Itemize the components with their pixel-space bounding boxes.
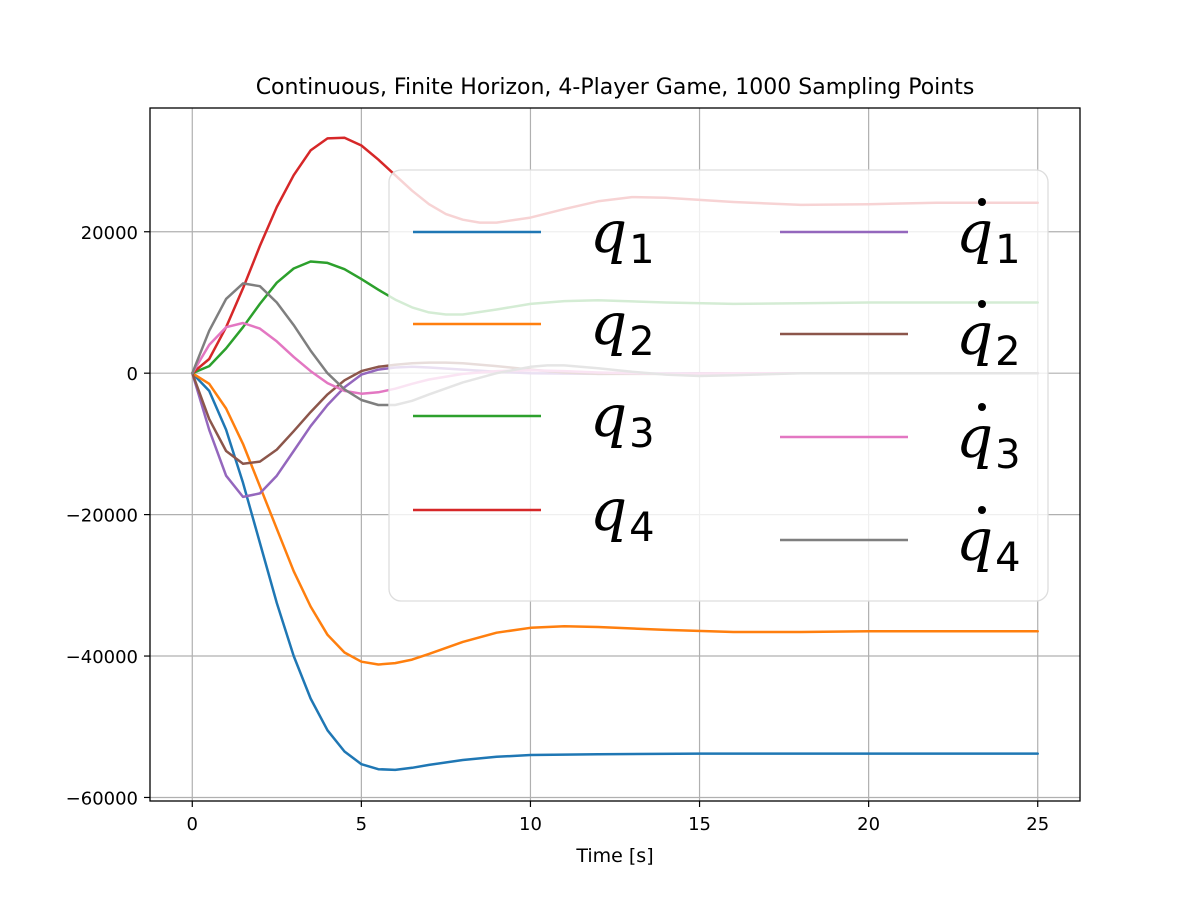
legend-label-subscript: 3 xyxy=(629,411,654,457)
legend-label-base: q xyxy=(590,198,627,266)
series-line-1 xyxy=(191,371,1039,772)
legend-label-3: q3 xyxy=(590,382,655,457)
legend-box xyxy=(388,169,1049,602)
legend-label-subscript: 4 xyxy=(629,505,654,551)
legend-label-5: q1 xyxy=(956,198,1021,273)
x-tick-label: 20 xyxy=(857,814,880,835)
legend-label-base: q xyxy=(956,300,993,368)
legend-label-1: q1 xyxy=(590,198,655,273)
legend-label-subscript: 4 xyxy=(995,535,1020,581)
x-tick-label: 5 xyxy=(356,814,367,835)
legend-label-2: q2 xyxy=(590,290,655,365)
legend-label-subscript: 3 xyxy=(995,432,1020,478)
legend-label-7: q3 xyxy=(956,403,1021,478)
legend-label-8: q4 xyxy=(956,506,1021,581)
y-tick-label: 0 xyxy=(127,364,138,385)
y-tick-label: −40000 xyxy=(66,647,138,668)
plot-frame xyxy=(149,107,1081,802)
legend-derivative-dot xyxy=(978,198,986,206)
legend-label-base: q xyxy=(956,198,993,266)
legend-derivative-dot xyxy=(978,403,986,411)
legend-label-subscript: 1 xyxy=(629,227,654,273)
legend-label-6: q2 xyxy=(956,300,1021,375)
legend-label-base: q xyxy=(590,382,627,450)
legend-derivative-dot xyxy=(978,300,986,308)
x-axis-label: Time [s] xyxy=(575,845,653,867)
y-tick-label: −20000 xyxy=(66,506,138,527)
x-tick-label: 15 xyxy=(688,814,711,835)
chart-title: Continuous, Finite Horizon, 4-Player Gam… xyxy=(256,75,975,100)
legend-label-base: q xyxy=(956,506,993,574)
legend-label-subscript: 2 xyxy=(629,319,654,365)
legend-label-4: q4 xyxy=(590,476,655,551)
y-tick-label: 20000 xyxy=(81,223,138,244)
y-tick-label: −60000 xyxy=(66,788,138,809)
axes: 0 5 10 15 20 25 −60000 −40000 −20000 0 20000 xyxy=(66,107,1081,835)
legend-label-base: q xyxy=(590,476,627,544)
legend-derivative-dot xyxy=(978,506,986,514)
x-tick-label: 0 xyxy=(187,814,198,835)
legend-label-base: q xyxy=(956,403,993,471)
x-tick-label: 25 xyxy=(1026,814,1049,835)
x-tick-label: 10 xyxy=(519,814,542,835)
series-line-2 xyxy=(191,371,1039,666)
legend-label-subscript: 1 xyxy=(995,227,1020,273)
legend-label-subscript: 2 xyxy=(995,329,1020,375)
legend-label-base: q xyxy=(590,290,627,358)
